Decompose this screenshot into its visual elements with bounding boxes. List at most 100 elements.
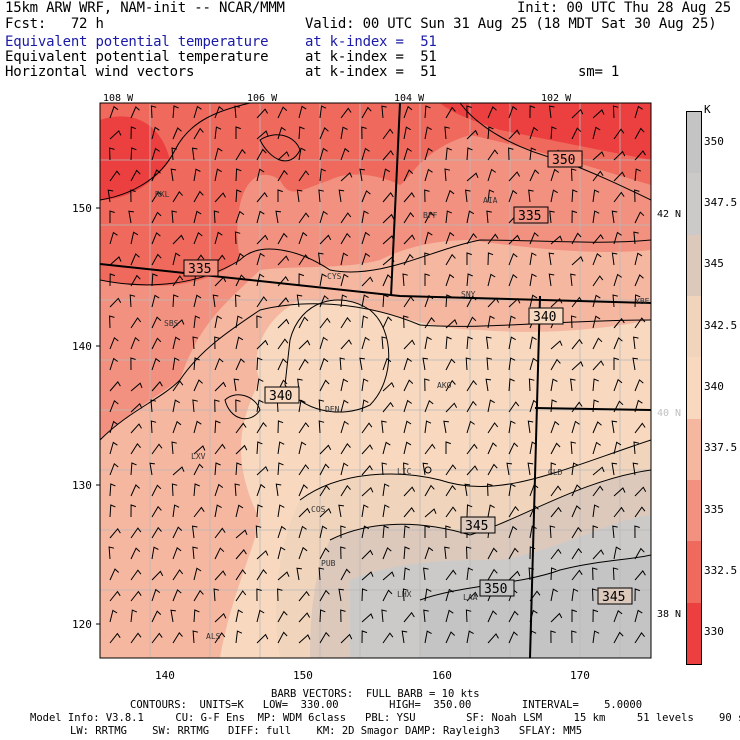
wind-barb <box>487 106 497 119</box>
wind-barb <box>277 126 286 140</box>
wind-barb <box>277 297 289 308</box>
wind-barb <box>382 128 394 140</box>
wind-barb <box>424 525 430 538</box>
wind-barb <box>634 399 643 413</box>
wind-barb <box>214 462 221 476</box>
wind-barb <box>445 358 456 371</box>
wind-barb <box>613 609 623 623</box>
wind-barb <box>192 336 199 350</box>
wind-barb <box>192 630 199 644</box>
wind-barb <box>508 570 521 581</box>
wind-barb <box>109 231 118 245</box>
wind-barb <box>256 465 269 476</box>
contour-label: 350 <box>484 582 507 597</box>
wind-barb <box>444 168 451 182</box>
wind-barb <box>340 126 348 140</box>
contour-label: 335 <box>188 262 211 277</box>
wind-barb <box>193 127 204 140</box>
colorbar-segment <box>687 234 701 296</box>
contour-label: 345 <box>602 590 625 605</box>
wind-barb <box>466 295 477 308</box>
wind-barb <box>340 339 352 350</box>
wind-barb <box>466 210 475 224</box>
wind-barb <box>340 609 346 623</box>
wind-barb <box>466 316 477 329</box>
station-label: LHX <box>397 590 412 599</box>
wind-barb <box>529 357 538 371</box>
wind-barb <box>424 508 437 518</box>
colorbar-label: 342.5 <box>704 318 738 332</box>
wind-barb <box>592 189 600 203</box>
wind-barb <box>527 462 534 476</box>
wind-barb <box>548 273 555 287</box>
wind-barb <box>234 294 241 308</box>
wind-barb <box>193 231 203 245</box>
wind-barb <box>508 357 516 371</box>
wind-barb <box>319 485 330 497</box>
wind-barb <box>487 422 499 434</box>
wind-barb <box>109 210 115 223</box>
wind-barb <box>172 234 185 245</box>
wind-barb <box>340 252 349 266</box>
station-label: LAA <box>463 593 478 602</box>
wind-barb <box>212 294 219 308</box>
wind-barb <box>340 147 350 161</box>
wind-barb <box>235 399 241 413</box>
wind-barb <box>465 357 472 371</box>
wind-barb <box>172 569 184 581</box>
longitude-label: 108 W <box>103 93 134 104</box>
wind-barb <box>298 273 305 287</box>
wind-barb <box>151 147 160 161</box>
wind-barb <box>508 129 521 140</box>
wind-barb <box>298 422 310 434</box>
wind-barb <box>361 571 374 581</box>
wind-barb <box>508 442 519 455</box>
wind-barb <box>130 147 137 161</box>
wind-barb <box>571 569 583 581</box>
wind-barb <box>359 168 365 182</box>
wind-barb <box>633 336 639 350</box>
wind-barb <box>613 400 624 413</box>
wind-barb <box>318 252 324 266</box>
wind-barb <box>466 172 479 182</box>
wind-barb <box>214 632 226 644</box>
wind-barb <box>592 252 602 266</box>
wind-barb <box>445 319 458 329</box>
wind-barb <box>487 273 496 287</box>
wind-barb <box>214 547 225 560</box>
wind-barb <box>508 547 519 560</box>
wind-barb <box>319 525 328 539</box>
wind-barb <box>151 316 162 329</box>
wind-barb <box>172 420 182 434</box>
wind-barb <box>296 567 302 581</box>
latitude-labels: 42 N 40 N 38 N <box>657 209 681 620</box>
station-labels: RKL BFF AIA CYS SNY SBS DEN AKO LXV LIC … <box>155 190 650 641</box>
wind-barb <box>403 253 414 266</box>
wind-barb <box>298 399 306 413</box>
wind-barb <box>382 504 390 518</box>
colorbar-label: 337.5 <box>704 441 738 455</box>
wind-barb <box>487 633 499 644</box>
wind-barb <box>214 420 221 434</box>
wind-barb <box>382 571 395 581</box>
wind-barb <box>130 590 142 602</box>
wind-barb <box>151 169 161 182</box>
station-label: COS <box>311 505 326 514</box>
wind-barb <box>403 506 415 518</box>
wind-barb <box>634 105 643 119</box>
wind-barb <box>214 483 224 497</box>
wind-barb <box>214 381 227 392</box>
wind-barb <box>634 379 644 392</box>
wind-barb <box>361 106 372 119</box>
wind-barb <box>256 357 263 371</box>
wind-barb <box>361 378 369 392</box>
wind-barb <box>361 190 371 203</box>
wind-barb <box>109 527 121 539</box>
wind-barb <box>508 105 518 119</box>
wind-barb <box>529 252 537 266</box>
wind-barb <box>129 294 136 308</box>
wind-barb <box>319 547 330 560</box>
wind-barb <box>508 525 518 539</box>
wind-barb <box>634 127 645 140</box>
wind-barb <box>445 106 456 119</box>
